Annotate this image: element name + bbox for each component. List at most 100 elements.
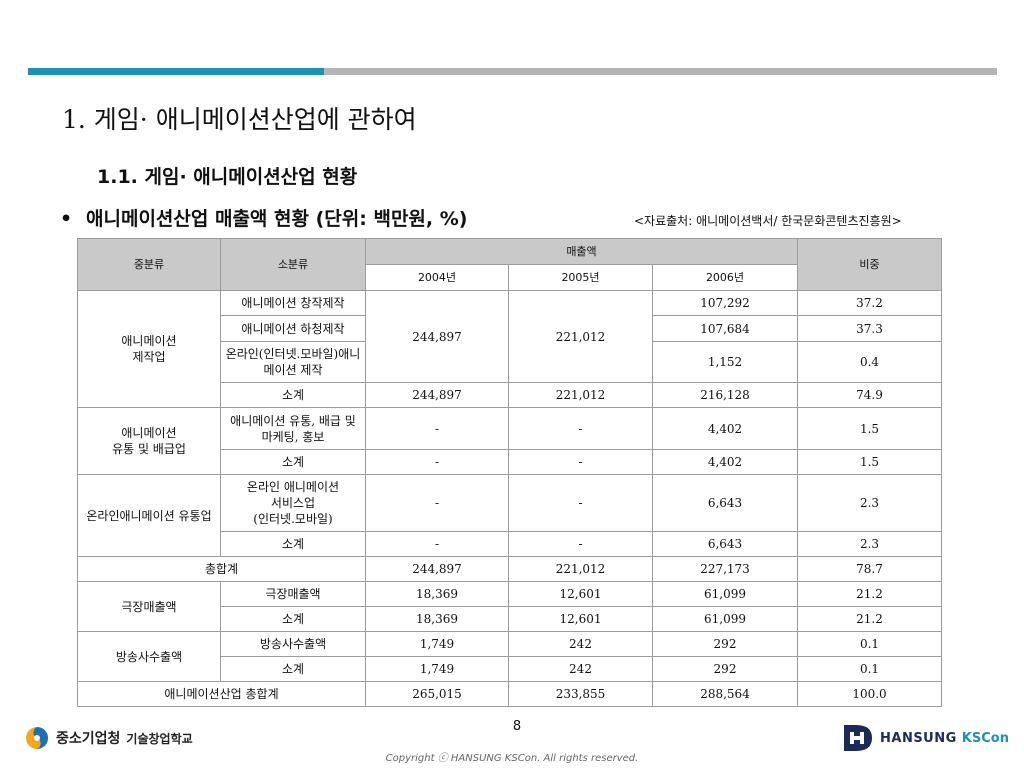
bullet-text: 애니메이션산업 매출액 현황 (단위: 백만원, %) <box>86 208 468 230</box>
value-2004: - <box>365 531 509 557</box>
table-row: 애니메이션 제작업 애니메이션 창작제작 244,897 221,012 107… <box>77 290 943 408</box>
value-2004: 244,897 <box>365 556 509 582</box>
value-2005: 12,601 <box>508 581 653 607</box>
value-2004: 18,369 <box>365 581 509 607</box>
value-ratio: 1.5 <box>797 407 943 450</box>
sub-category: 애니메이션 하청제작 <box>220 315 366 342</box>
page-title: 1. 게임· 애니메이션산업에 관하여 <box>62 105 417 134</box>
sub-category: 극장매출액 <box>220 581 366 607</box>
hansung-logo-main: HANSUNG <box>880 730 957 746</box>
value-ratio: 74.9 <box>797 382 943 408</box>
grand-total-label: 애니메이션산업 총합계 <box>77 681 366 707</box>
value-2004: 18,369 <box>365 606 509 632</box>
subtotal-label: 소계 <box>220 382 366 408</box>
table-row: 극장매출액 극장매출액 18,369 12,601 61,099 21.2 <box>77 581 943 632</box>
group-name: 애니메이션 유통 및 배급업 <box>77 407 221 475</box>
value-2005: 221,012 <box>508 556 653 582</box>
table-row: 소계 - - 6,643 2.3 <box>78 531 943 557</box>
value-2005: - <box>508 474 653 532</box>
value-2004: - <box>365 407 509 450</box>
value-2004: - <box>365 449 509 475</box>
group-name: 온라인애니메이션 유통업 <box>77 474 221 557</box>
value-ratio: 37.3 <box>797 315 943 342</box>
header-year-2005: 2005년 <box>508 264 653 291</box>
value-ratio: 0.1 <box>797 631 943 657</box>
table-row: 방송사수출액 방송사수출액 1,749 242 292 0.1 <box>77 631 943 682</box>
value-2005: 12,601 <box>508 606 653 632</box>
group-name: 방송사수출액 <box>77 631 221 682</box>
top-accent-bar <box>28 68 324 75</box>
value-2005: 233,855 <box>508 681 653 707</box>
value-ratio: 100.0 <box>797 681 943 707</box>
header-sub-category: 소분류 <box>220 238 366 291</box>
value-ratio: 21.2 <box>797 581 943 607</box>
header-sales: 매출액 <box>364 238 799 265</box>
value-ratio: 21.2 <box>797 606 943 632</box>
total-label: 총합계 <box>77 556 366 582</box>
bullet-heading: • 애니메이션산업 매출액 현황 (단위: 백만원, %) <box>60 204 467 231</box>
sub-category: 온라인(인터넷.모바일)애니메이션 제작 <box>220 341 366 383</box>
value-2005: - <box>508 531 653 557</box>
top-grey-bar <box>324 68 997 75</box>
value-2004: 1,749 <box>365 631 509 657</box>
value-2005: 242 <box>508 631 653 657</box>
value-ratio: 2.3 <box>797 531 943 557</box>
subtotal-label: 소계 <box>220 656 366 682</box>
table-row: 온라인애니메이션 유통업 온라인 애니메이션 서비스업 (인터넷.모바일) - … <box>77 474 943 557</box>
value-2006: 61,099 <box>651 606 799 632</box>
table-row-grand-total: 애니메이션산업 총합계 265,015 233,855 288,564 100.… <box>77 681 943 707</box>
value-2004: - <box>365 474 509 532</box>
value-2005: - <box>508 449 653 475</box>
source-note: <자료출처: 애니메이션백서/ 한국문화콘텐츠진흥원> <box>634 214 902 228</box>
page-number: 8 <box>512 719 522 734</box>
value-2006: 6,643 <box>651 531 799 557</box>
sub-category: 애니메이션 창작제작 <box>220 290 366 316</box>
bullet-dot: • <box>60 208 73 230</box>
table-row: 온라인(인터넷.모바일)애니메이션 제작 1,152 0.4 <box>78 341 943 383</box>
value-2006: 292 <box>651 631 799 657</box>
section-subtitle: 1.1. 게임· 애니메이션산업 현황 <box>97 166 358 188</box>
hansung-logo: HANSUNG KSCon <box>842 722 1009 754</box>
table-row-total: 총합계 244,897 221,012 227,173 78.7 <box>77 556 943 582</box>
sme-logo: 중소기업청 기술창업학교 <box>24 726 193 750</box>
value-2006: 227,173 <box>651 556 799 582</box>
value-2006: 292 <box>651 656 799 682</box>
value-ratio: 1.5 <box>797 449 943 475</box>
value-2004: 244,897 <box>365 382 509 408</box>
header-year-2004: 2004년 <box>365 264 509 291</box>
value-2004: 1,749 <box>365 656 509 682</box>
sme-logo-sub: 기술창업학교 <box>126 731 193 746</box>
value-2006: 107,684 <box>651 315 799 342</box>
value-2005: 221,012 <box>508 290 653 383</box>
value-2005: 221,012 <box>508 382 653 408</box>
value-2005: 242 <box>508 656 653 682</box>
value-ratio: 2.3 <box>797 474 943 532</box>
value-2004: 265,015 <box>365 681 509 707</box>
sme-logo-main: 중소기업청 <box>56 731 121 747</box>
copyright-text: Copyright ⓒ HANSUNG KSCon. All rights re… <box>385 753 639 764</box>
group-name: 극장매출액 <box>77 581 221 632</box>
sales-table: 중분류 소분류 매출액 비중 2004년 2005년 2006년 애니메이션 제… <box>77 238 943 707</box>
subtotal-label: 소계 <box>220 606 366 632</box>
value-2006: 216,128 <box>651 382 799 408</box>
header-year-2006: 2006년 <box>651 264 799 291</box>
group-name: 애니메이션 제작업 <box>77 290 221 408</box>
value-2006: 4,402 <box>651 449 799 475</box>
value-2006: 107,292 <box>651 290 799 316</box>
value-ratio: 37.2 <box>797 290 943 316</box>
table-row: 소계 1,749 242 292 0.1 <box>78 656 943 682</box>
value-2006: 1,152 <box>651 341 799 383</box>
subtotal-label: 소계 <box>220 449 366 475</box>
header-ratio: 비중 <box>797 238 943 291</box>
header-mid-category: 중분류 <box>77 238 221 291</box>
value-2006: 61,099 <box>651 581 799 607</box>
subtotal-label: 소계 <box>220 531 366 557</box>
value-ratio: 0.4 <box>797 341 943 383</box>
table-row: 애니메이션 하청제작 107,684 37.3 <box>78 315 943 342</box>
hansung-logo-sub: KSCon <box>961 730 1009 746</box>
value-2005: - <box>508 407 653 450</box>
value-ratio: 78.7 <box>797 556 943 582</box>
value-ratio: 0.1 <box>797 656 943 682</box>
value-2004: 244,897 <box>365 290 509 383</box>
sub-category: 애니메이션 유통, 배급 및 마케팅, 홍보 <box>220 407 366 450</box>
